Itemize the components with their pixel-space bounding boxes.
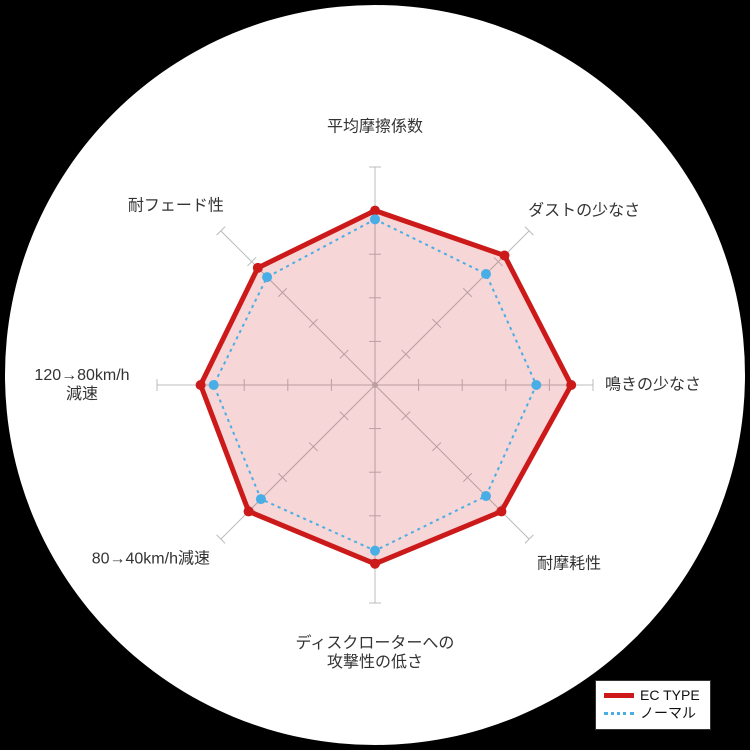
chart-stage: 平均摩擦係数ダストの少なさ鳴きの少なさ耐摩耗性ディスクローターへの 攻撃性の低さ… (0, 0, 750, 750)
legend-row: ノーマル (604, 703, 700, 723)
legend-label: ノーマル (640, 703, 696, 723)
axis-label: 鳴きの少なさ (605, 375, 701, 394)
axis-label: 平均摩擦係数 (327, 117, 423, 136)
legend-row: EC TYPE (604, 687, 700, 703)
legend-swatch (604, 693, 634, 698)
axis-label: 80→40km/h減速 (92, 550, 210, 569)
legend-label: EC TYPE (640, 687, 700, 703)
axis-label: ディスクローターへの 攻撃性の低さ (296, 634, 455, 672)
axis-label: 120→80km/h 減速 (34, 366, 129, 404)
legend-swatch (604, 712, 634, 715)
axis-label: ダストの少なさ (528, 201, 640, 220)
axis-label: 耐フェード性 (128, 196, 224, 215)
legend-box: EC TYPEノーマル (595, 680, 711, 730)
axis-label: 耐摩耗性 (537, 555, 601, 574)
